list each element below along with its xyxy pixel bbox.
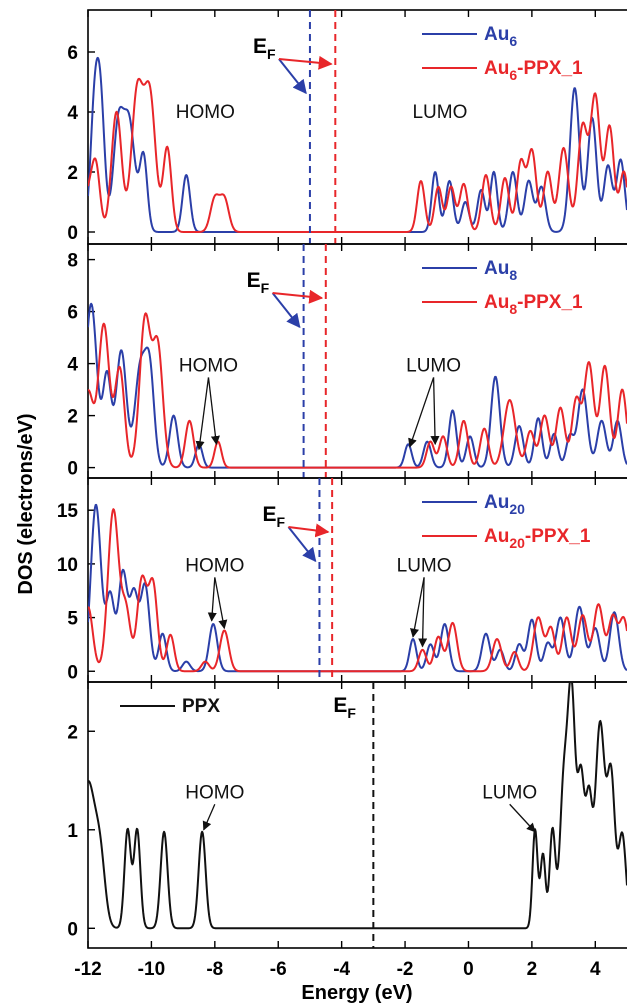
legend-entry-suffix: -PPX_1 — [517, 292, 583, 313]
annotation-arrow — [418, 577, 428, 648]
legend-entry: Au8 — [484, 258, 517, 283]
annotation-arrow — [202, 803, 216, 831]
fermi-arrow-complex — [278, 55, 333, 70]
legend-entry-sub: 6 — [509, 33, 517, 49]
legend-entry: Au20 — [484, 492, 525, 517]
annotation-homo: HOMO — [185, 782, 244, 803]
legend-entry: PPX — [182, 696, 220, 717]
y-tick-label: 2 — [67, 163, 78, 184]
fermi-arrow-cluster — [278, 58, 307, 95]
fermi-label: EF — [262, 503, 285, 530]
series-line-au8-0 — [88, 302, 627, 469]
legend-entry-base: PPX — [182, 696, 220, 717]
legend-entry-sub: 20 — [509, 501, 525, 517]
annotation-arrow — [214, 577, 228, 630]
annotation-arrow — [408, 377, 435, 448]
annotation-homo: HOMO — [179, 355, 238, 376]
y-tick-label: 4 — [67, 103, 78, 124]
annotation-arrow — [410, 577, 425, 638]
x-tick-label: -4 — [333, 959, 350, 980]
fermi-arrow-complex — [288, 523, 330, 538]
series-line-au6-1 — [88, 77, 627, 233]
fermi-label: EF — [253, 35, 276, 62]
legend-entry-sub: 8 — [509, 301, 517, 317]
annotation-lumo: LUMO — [397, 555, 452, 576]
annotation-lumo: LUMO — [412, 102, 467, 123]
fermi-arrow-cluster — [287, 526, 317, 563]
x-tick-label: -2 — [397, 959, 414, 980]
y-tick-label: 0 — [67, 919, 78, 940]
x-tick-label: 2 — [527, 959, 538, 980]
legend-entry-base: Au — [484, 24, 509, 45]
x-tick-label: 4 — [590, 959, 601, 980]
annotation-arrow — [509, 803, 536, 833]
fermi-label-base: E — [253, 35, 267, 58]
y-tick-label: 0 — [67, 223, 78, 244]
y-tick-label: 0 — [67, 662, 78, 683]
y-tick-label: 8 — [67, 251, 78, 272]
y-tick-label: 0 — [67, 459, 78, 480]
x-tick-label: -10 — [138, 959, 165, 980]
annotation-arrow — [207, 377, 220, 446]
y-tick-label: 6 — [67, 303, 78, 324]
y-tick-label: 5 — [67, 609, 78, 630]
fermi-label-base: E — [262, 503, 276, 526]
fermi-label-sub: F — [347, 705, 356, 721]
annotation-arrow — [195, 377, 210, 451]
legend-entry-sub: 6 — [509, 67, 517, 83]
legend-entry-base: Au — [484, 58, 509, 79]
annotation-arrow — [207, 577, 217, 622]
annotation-lumo: LUMO — [482, 782, 537, 803]
annotation-lumo: LUMO — [406, 355, 461, 376]
series-line-au6-0 — [88, 56, 627, 233]
annotation-homo: HOMO — [185, 555, 244, 576]
annotation-homo: HOMO — [176, 102, 235, 123]
fermi-label-sub: F — [267, 46, 276, 62]
panel-ppx: 0 1 2 EF HOMO LUMO PPX — [67, 681, 627, 949]
legend-entry-suffix: -PPX_1 — [517, 58, 583, 79]
fermi-arrow-complex — [272, 289, 324, 304]
y-axis-title: DOS (electrons/eV) — [15, 413, 37, 594]
y-tick-label: 1 — [67, 821, 78, 842]
y-tick-label: 2 — [67, 722, 78, 743]
legend-entry: Au6 — [484, 24, 517, 49]
x-tick-label: -6 — [270, 959, 287, 980]
x-axis-title: Energy (eV) — [301, 982, 412, 1004]
legend-entry-base: Au — [484, 492, 509, 513]
y-tick-label: 4 — [67, 355, 78, 376]
fermi-label-base: E — [247, 269, 261, 292]
legend-entry: Au20-PPX_1 — [484, 526, 591, 551]
series-line-ppx-0 — [88, 682, 627, 930]
legend-entry-suffix: -PPX_1 — [525, 526, 591, 547]
fermi-label: EF — [333, 694, 356, 721]
legend-entry-sub: 20 — [509, 535, 525, 551]
series-line-au20-1 — [88, 508, 627, 673]
fermi-arrow-cluster — [271, 292, 301, 329]
fermi-label-sub: F — [261, 280, 270, 296]
panel-frame — [87, 477, 627, 683]
legend-entry-base: Au — [484, 292, 509, 313]
y-tick-label: 6 — [67, 43, 78, 64]
x-tick-label: -8 — [206, 959, 223, 980]
annotation-arrow — [430, 377, 440, 446]
y-tick-label: 2 — [67, 407, 78, 428]
fermi-label-base: E — [333, 694, 347, 717]
legend-entry: Au8-PPX_1 — [484, 292, 583, 317]
legend-entry-base: Au — [484, 258, 509, 279]
legend-entry: Au6-PPX_1 — [484, 58, 583, 83]
fermi-label: EF — [247, 269, 270, 296]
x-tick-label: -12 — [74, 959, 101, 980]
series-line-au8-1 — [88, 312, 627, 469]
y-tick-label: 15 — [57, 501, 79, 522]
x-tick-label: 0 — [463, 959, 474, 980]
legend-entry-sub: 8 — [509, 267, 517, 283]
fermi-label-sub: F — [276, 514, 285, 530]
panel-frame — [87, 681, 627, 949]
y-tick-label: 10 — [57, 555, 78, 576]
legend-entry-base: Au — [484, 526, 509, 547]
